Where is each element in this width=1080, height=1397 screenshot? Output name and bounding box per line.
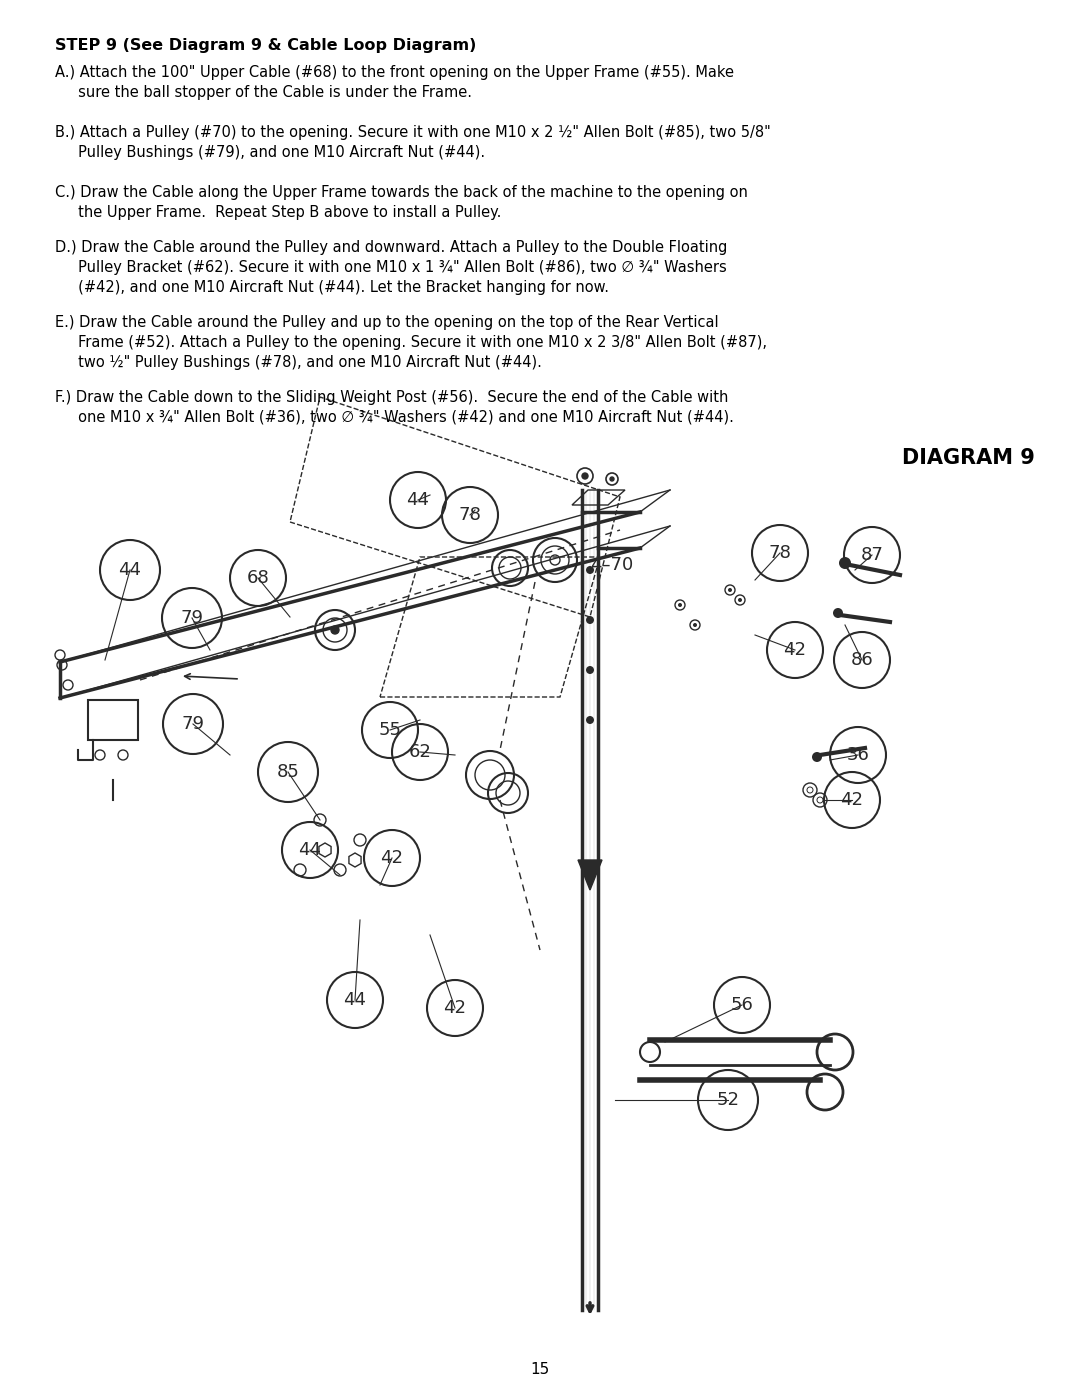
Circle shape <box>812 752 822 761</box>
Text: 42: 42 <box>783 641 807 659</box>
Text: A.) Attach the 100" Upper Cable (#68) to the front opening on the Upper Frame (#: A.) Attach the 100" Upper Cable (#68) to… <box>55 66 734 99</box>
Text: 55: 55 <box>378 721 402 739</box>
Circle shape <box>728 588 732 592</box>
Circle shape <box>693 623 697 627</box>
Text: 85: 85 <box>276 763 299 781</box>
Text: DIAGRAM 9: DIAGRAM 9 <box>902 448 1035 468</box>
Circle shape <box>678 604 681 608</box>
Text: 42: 42 <box>380 849 404 868</box>
Text: 62: 62 <box>408 743 431 761</box>
Text: 87: 87 <box>861 546 883 564</box>
Text: 36: 36 <box>847 746 869 764</box>
Text: 44: 44 <box>119 562 141 578</box>
Circle shape <box>586 717 594 724</box>
Text: 44: 44 <box>406 490 430 509</box>
Text: 78: 78 <box>769 543 792 562</box>
Circle shape <box>330 626 339 634</box>
Text: 79: 79 <box>181 715 204 733</box>
Text: STEP 9 (See Diagram 9 & Cable Loop Diagram): STEP 9 (See Diagram 9 & Cable Loop Diagr… <box>55 38 476 53</box>
Text: F.) Draw the Cable down to the Sliding Weight Post (#56).  Secure the end of the: F.) Draw the Cable down to the Sliding W… <box>55 390 734 425</box>
Circle shape <box>586 666 594 673</box>
Text: C.) Draw the Cable along the Upper Frame towards the back of the machine to the : C.) Draw the Cable along the Upper Frame… <box>55 184 747 219</box>
Circle shape <box>738 598 742 602</box>
Text: 15: 15 <box>530 1362 550 1377</box>
Text: 52: 52 <box>716 1091 740 1109</box>
Text: 79: 79 <box>180 609 203 627</box>
Text: 56: 56 <box>730 996 754 1014</box>
Text: 68: 68 <box>246 569 269 587</box>
Text: E.) Draw the Cable around the Pulley and up to the opening on the top of the Rea: E.) Draw the Cable around the Pulley and… <box>55 314 767 370</box>
Circle shape <box>839 557 851 569</box>
Text: 42: 42 <box>840 791 864 809</box>
Text: 78: 78 <box>459 506 482 524</box>
Polygon shape <box>578 861 602 890</box>
Bar <box>87 700 138 740</box>
Text: 86: 86 <box>851 651 874 669</box>
Text: 4–70: 4–70 <box>591 556 634 574</box>
Text: 42: 42 <box>444 999 467 1017</box>
Text: 44: 44 <box>343 990 366 1009</box>
Circle shape <box>586 566 594 574</box>
Text: B.) Attach a Pulley (#70) to the opening. Secure it with one M10 x 2 ½" Allen Bo: B.) Attach a Pulley (#70) to the opening… <box>55 124 771 159</box>
Circle shape <box>586 616 594 624</box>
Circle shape <box>582 474 588 479</box>
Circle shape <box>833 608 843 617</box>
Circle shape <box>610 476 615 481</box>
Text: D.) Draw the Cable around the Pulley and downward. Attach a Pulley to the Double: D.) Draw the Cable around the Pulley and… <box>55 240 727 295</box>
Text: 44: 44 <box>298 841 322 859</box>
